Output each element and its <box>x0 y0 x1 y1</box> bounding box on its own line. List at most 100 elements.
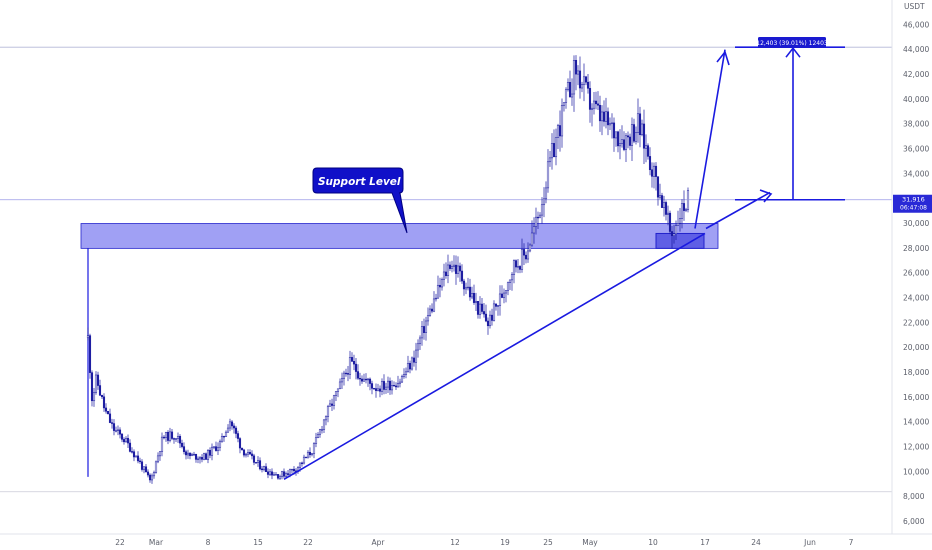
candle-body <box>114 430 118 432</box>
candle-body <box>398 381 402 384</box>
candle-body <box>494 303 498 307</box>
price-tick-label: 40,000 <box>903 95 929 104</box>
candle-body <box>488 314 492 327</box>
time-tick-label: Apr <box>372 538 386 547</box>
candle-body <box>210 446 214 456</box>
candle-body <box>686 190 690 210</box>
candle-body <box>542 198 546 206</box>
candle-body <box>626 135 630 138</box>
candle-body <box>120 433 124 440</box>
candle-body <box>254 462 258 464</box>
candle-body <box>322 419 326 430</box>
candle-body <box>540 204 544 216</box>
candle-body <box>632 124 636 142</box>
time-tick-label: Mar <box>149 538 164 547</box>
candle-body <box>354 363 358 372</box>
candle-body <box>622 139 626 150</box>
candle-body <box>168 431 172 441</box>
candle-body <box>378 388 382 392</box>
candle-body <box>382 381 386 390</box>
candle-body <box>446 264 450 276</box>
candle-body <box>204 453 208 460</box>
candle-body <box>372 388 376 390</box>
candle-body <box>260 468 264 470</box>
candle-body <box>560 105 564 137</box>
price-tick-label: 20,000 <box>903 343 929 352</box>
measure-label[interactable]: 12,403 (39.01%) 12403 <box>756 37 828 48</box>
candle-body <box>602 111 606 122</box>
candle-body <box>452 264 456 267</box>
projection-arrow-up[interactable] <box>694 49 726 229</box>
candle-body <box>392 385 396 387</box>
price-tick-label: 8,000 <box>903 492 925 501</box>
candle-body <box>144 466 148 473</box>
candle-body <box>340 378 344 383</box>
support-callout[interactable]: Support Level <box>312 167 408 234</box>
candle-body <box>582 76 586 85</box>
candle-body <box>558 125 562 137</box>
candle-body <box>136 455 140 462</box>
candle-body <box>106 410 110 415</box>
candle-body <box>380 381 384 392</box>
candle-body <box>226 427 230 433</box>
candle-body <box>638 113 642 136</box>
candle-body <box>166 431 170 441</box>
candle-body <box>310 453 314 456</box>
candle-body <box>122 439 126 443</box>
candles-layer <box>86 55 690 484</box>
trendline[interactable] <box>283 232 706 481</box>
candle-body <box>420 326 424 339</box>
candle-body <box>574 60 578 75</box>
candle-body <box>314 437 318 444</box>
price-axis[interactable]: USDT 46,000 44,000 42,000 40,000 38,000 36,00… <box>891 0 929 534</box>
candle-body <box>276 474 280 479</box>
candle-body <box>432 298 436 312</box>
price-tick-label: 12,000 <box>903 443 929 452</box>
candle-body <box>304 456 308 459</box>
candle-body <box>200 457 204 460</box>
candle-body <box>430 308 434 312</box>
candle-body <box>656 176 660 198</box>
projection-arrow-right[interactable] <box>705 191 771 230</box>
candle-body <box>456 265 460 274</box>
candle-body <box>504 290 508 294</box>
candle-body <box>676 223 680 226</box>
candle-body <box>438 284 442 288</box>
candle-body <box>428 308 432 316</box>
time-tick-label: Jun <box>803 538 816 547</box>
candle-body <box>500 293 504 298</box>
candle-body <box>486 320 490 327</box>
support-zone[interactable] <box>80 223 719 249</box>
candle-body <box>266 471 270 475</box>
time-tick-label: 12 <box>450 538 460 547</box>
candle-body <box>628 136 632 146</box>
accumulation-box[interactable] <box>655 232 705 249</box>
candle-body <box>680 203 684 219</box>
candle-body <box>192 453 196 456</box>
candle-body <box>112 423 116 431</box>
candle-body <box>240 447 244 451</box>
candle-body <box>514 260 518 268</box>
price-tick-label: 38,000 <box>903 120 929 129</box>
candle-body <box>190 454 194 456</box>
candle-body <box>236 433 240 439</box>
price-tick-label: 24,000 <box>903 294 929 303</box>
candle-body <box>618 143 622 147</box>
time-axis[interactable]: 22 Mar 8 15 22 Apr 12 19 25 May 10 17 24 Jun 7 <box>0 533 932 547</box>
candle-body <box>228 421 232 429</box>
candle-body <box>406 363 410 373</box>
candle-body <box>330 403 334 406</box>
candle-body <box>522 249 526 256</box>
candle-body <box>118 429 122 435</box>
candle-body <box>302 456 306 464</box>
candle-body <box>584 76 588 83</box>
candle-body <box>188 452 192 456</box>
candle-body <box>284 473 288 477</box>
candle-body <box>140 461 144 470</box>
time-tick-label: May <box>582 538 598 547</box>
candle-body <box>212 446 216 448</box>
candle-body <box>272 474 276 476</box>
support-callout-label: Support Level <box>318 176 401 188</box>
candle-body <box>556 125 560 138</box>
